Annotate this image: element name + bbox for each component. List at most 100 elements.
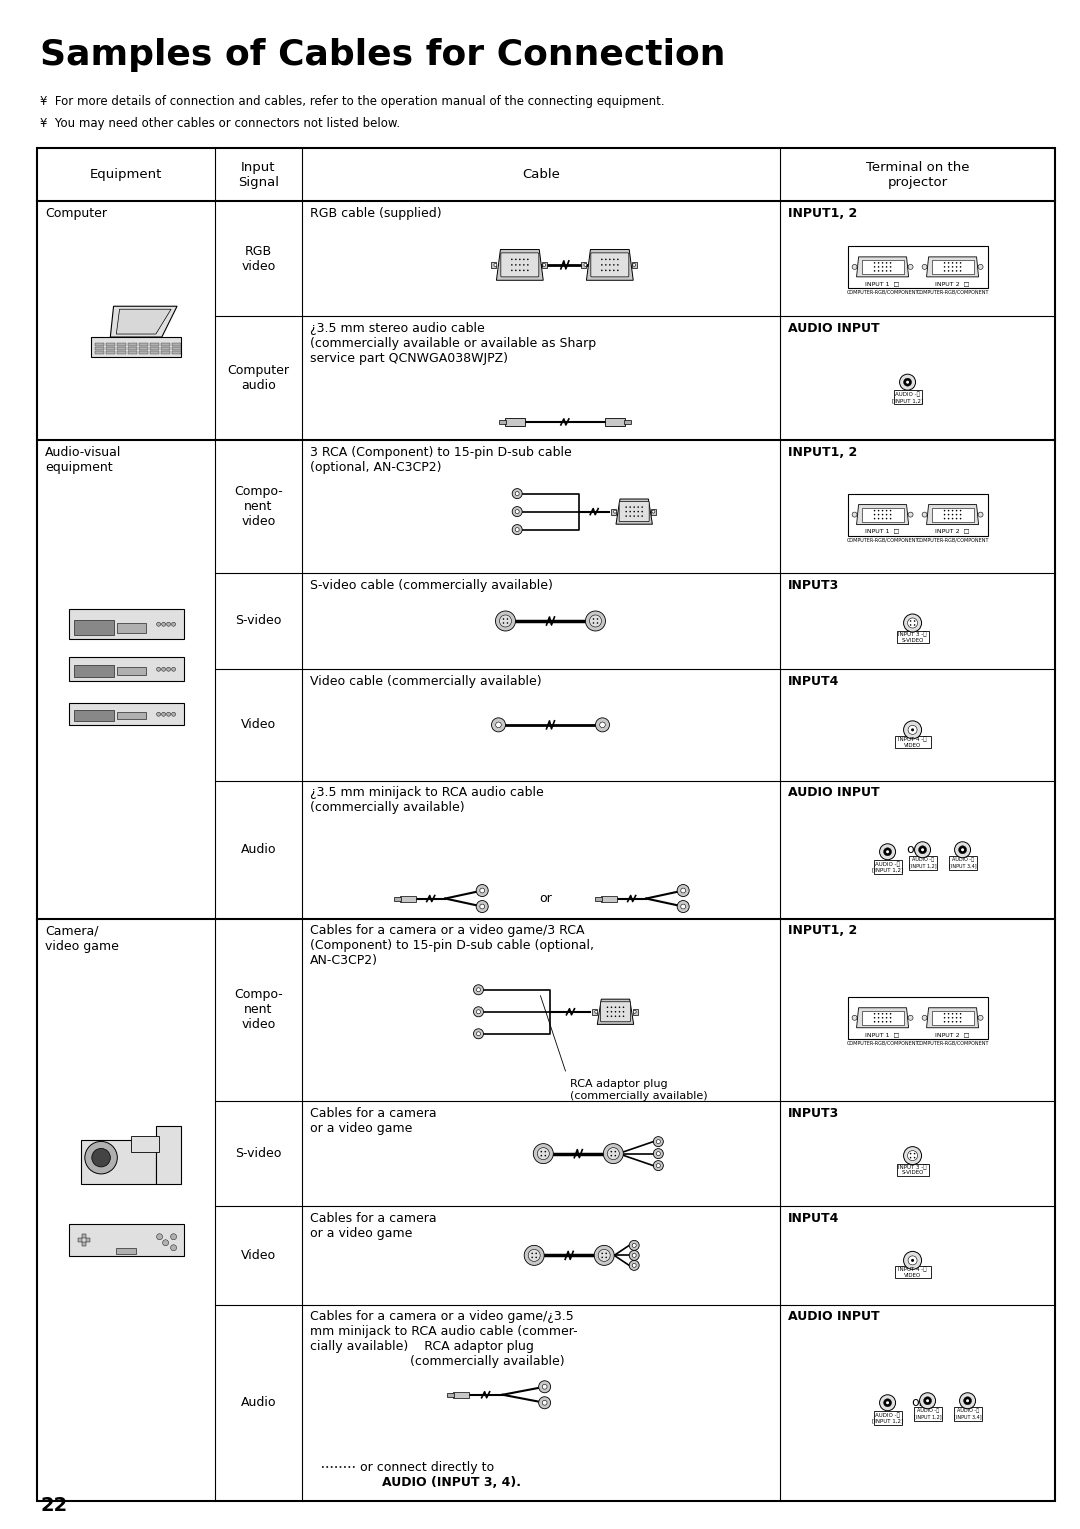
Circle shape bbox=[886, 850, 889, 853]
Text: Computer: Computer bbox=[45, 208, 107, 220]
Circle shape bbox=[652, 511, 654, 514]
Circle shape bbox=[948, 1014, 949, 1015]
Circle shape bbox=[476, 1009, 481, 1014]
Circle shape bbox=[543, 263, 545, 266]
Circle shape bbox=[615, 1011, 617, 1012]
Circle shape bbox=[890, 518, 891, 520]
Text: AUDIO -⏩
[INPUT 1,2]: AUDIO -⏩ [INPUT 1,2] bbox=[872, 861, 903, 873]
Circle shape bbox=[955, 842, 971, 858]
Circle shape bbox=[881, 509, 883, 511]
Circle shape bbox=[162, 622, 165, 627]
Circle shape bbox=[960, 266, 961, 268]
Circle shape bbox=[157, 622, 161, 627]
Circle shape bbox=[944, 509, 945, 511]
Text: INPUT 4 -⏩
VIDEO: INPUT 4 -⏩ VIDEO bbox=[899, 735, 927, 748]
Bar bbox=[95, 342, 104, 346]
Bar bbox=[848, 997, 987, 1038]
Circle shape bbox=[874, 518, 876, 520]
Circle shape bbox=[642, 511, 643, 512]
Circle shape bbox=[539, 1381, 551, 1393]
Circle shape bbox=[519, 265, 521, 266]
Circle shape bbox=[632, 1254, 636, 1257]
Circle shape bbox=[630, 515, 631, 517]
Circle shape bbox=[519, 269, 521, 271]
Bar bbox=[73, 711, 113, 722]
Circle shape bbox=[542, 1401, 548, 1405]
Text: INPUT 2  □: INPUT 2 □ bbox=[935, 281, 970, 286]
Circle shape bbox=[922, 265, 927, 269]
Circle shape bbox=[623, 1011, 624, 1012]
Circle shape bbox=[633, 1011, 636, 1014]
Circle shape bbox=[951, 261, 954, 263]
Text: ¥  You may need other cables or connectors not listed below.: ¥ You may need other cables or connector… bbox=[40, 118, 400, 130]
Circle shape bbox=[599, 722, 605, 728]
Bar bbox=[848, 494, 987, 535]
Bar bbox=[542, 261, 548, 268]
Text: ¿3.5 mm minijack to RCA audio cable
(commercially available): ¿3.5 mm minijack to RCA audio cable (com… bbox=[310, 786, 543, 813]
Bar bbox=[129, 342, 137, 346]
Circle shape bbox=[948, 261, 949, 263]
Circle shape bbox=[978, 512, 983, 517]
Circle shape bbox=[951, 271, 954, 272]
Circle shape bbox=[515, 509, 519, 514]
Bar bbox=[894, 1266, 931, 1278]
Circle shape bbox=[886, 509, 888, 511]
Circle shape bbox=[633, 506, 635, 508]
Bar bbox=[129, 350, 137, 353]
Circle shape bbox=[908, 1015, 913, 1020]
Text: INPUT1, 2: INPUT1, 2 bbox=[788, 208, 858, 220]
Bar bbox=[78, 1238, 82, 1242]
Circle shape bbox=[502, 618, 504, 619]
Text: S-video: S-video bbox=[235, 615, 282, 627]
Circle shape bbox=[604, 1144, 623, 1164]
Text: Audio: Audio bbox=[241, 844, 276, 856]
Circle shape bbox=[944, 518, 945, 520]
Bar bbox=[932, 508, 973, 521]
Circle shape bbox=[536, 1257, 537, 1258]
Circle shape bbox=[594, 1246, 615, 1266]
Bar bbox=[91, 336, 181, 356]
Circle shape bbox=[540, 1154, 542, 1156]
Polygon shape bbox=[856, 257, 908, 277]
FancyBboxPatch shape bbox=[501, 252, 539, 277]
Circle shape bbox=[476, 901, 488, 913]
Circle shape bbox=[912, 1258, 914, 1261]
Bar bbox=[499, 420, 505, 424]
Circle shape bbox=[623, 1006, 624, 1008]
Circle shape bbox=[956, 518, 957, 520]
Text: COMPUTER-RGB/COMPONENT: COMPUTER-RGB/COMPONENT bbox=[847, 291, 919, 295]
Circle shape bbox=[162, 667, 165, 671]
Bar bbox=[95, 350, 104, 353]
Circle shape bbox=[874, 266, 876, 268]
Bar bbox=[172, 350, 181, 353]
Circle shape bbox=[883, 1399, 892, 1407]
Bar bbox=[862, 508, 904, 521]
Text: AUDIO -⏩
[INPUT 1,2]: AUDIO -⏩ [INPUT 1,2] bbox=[892, 391, 923, 402]
Text: AUDIO INPUT: AUDIO INPUT bbox=[788, 786, 880, 800]
Circle shape bbox=[511, 265, 513, 266]
Circle shape bbox=[922, 512, 927, 517]
Bar bbox=[117, 342, 126, 346]
Text: Video: Video bbox=[241, 1249, 276, 1261]
Circle shape bbox=[944, 1021, 945, 1023]
Circle shape bbox=[619, 1015, 620, 1017]
Bar bbox=[139, 347, 148, 350]
Circle shape bbox=[852, 1015, 858, 1020]
Circle shape bbox=[593, 622, 594, 624]
Circle shape bbox=[878, 271, 879, 272]
Circle shape bbox=[890, 271, 891, 272]
Bar bbox=[139, 342, 148, 346]
Circle shape bbox=[625, 515, 627, 517]
Circle shape bbox=[948, 271, 949, 272]
Circle shape bbox=[610, 1151, 612, 1153]
Text: 3 RCA (Component) to 15-pin D-sub cable
(optional, AN-C3CP2): 3 RCA (Component) to 15-pin D-sub cable … bbox=[310, 446, 571, 474]
Circle shape bbox=[630, 1251, 639, 1260]
Text: INPUT 2  □: INPUT 2 □ bbox=[935, 1032, 970, 1037]
Circle shape bbox=[619, 1011, 620, 1012]
Circle shape bbox=[166, 667, 171, 671]
Circle shape bbox=[637, 511, 639, 512]
Circle shape bbox=[524, 1246, 544, 1266]
Circle shape bbox=[523, 265, 525, 266]
Circle shape bbox=[605, 269, 607, 271]
Text: Terminal on the
projector: Terminal on the projector bbox=[866, 161, 970, 188]
